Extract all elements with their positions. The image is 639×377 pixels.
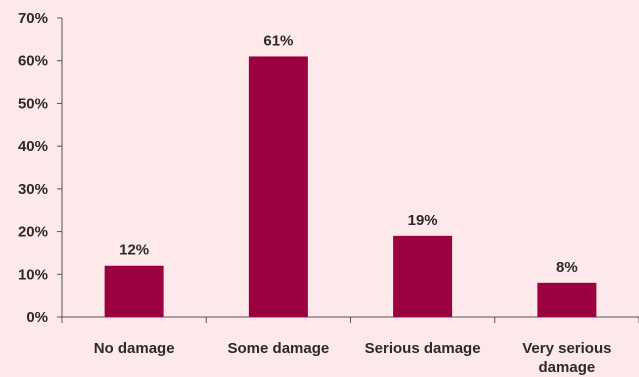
x-category-label: No damage xyxy=(94,340,175,357)
data-label: 61% xyxy=(263,32,293,49)
y-tick-label: 10% xyxy=(18,266,48,283)
bar-very-serious-damage xyxy=(537,282,597,317)
y-tick-label: 20% xyxy=(18,224,48,241)
x-axis xyxy=(61,316,639,323)
bar-serious-damage xyxy=(393,235,453,317)
y-axis: 0% 10% 20% 30% 40% 50% 60% 70% xyxy=(18,10,63,326)
y-tick-label: 30% xyxy=(18,181,48,198)
x-category-label: Some damage xyxy=(228,340,330,357)
data-label: 12% xyxy=(119,242,149,259)
data-labels: 12% 61% 19% 8% xyxy=(119,32,578,275)
x-category-label: damage xyxy=(539,359,596,376)
y-tick-label: 0% xyxy=(26,309,48,326)
bars xyxy=(104,56,597,317)
y-tick-label: 70% xyxy=(18,10,48,27)
x-category-label: Serious damage xyxy=(365,340,481,357)
category-labels: No damage Some damage Serious damage Very s… xyxy=(94,340,612,376)
y-tick-label: 40% xyxy=(18,138,48,155)
data-label: 8% xyxy=(556,259,578,276)
x-category-label: Very serious xyxy=(522,340,611,357)
data-label: 19% xyxy=(408,212,438,229)
y-tick-label: 50% xyxy=(18,95,48,112)
bar-no-damage xyxy=(104,265,164,317)
bar-some-damage xyxy=(248,56,308,317)
y-tick-label: 60% xyxy=(18,53,48,70)
